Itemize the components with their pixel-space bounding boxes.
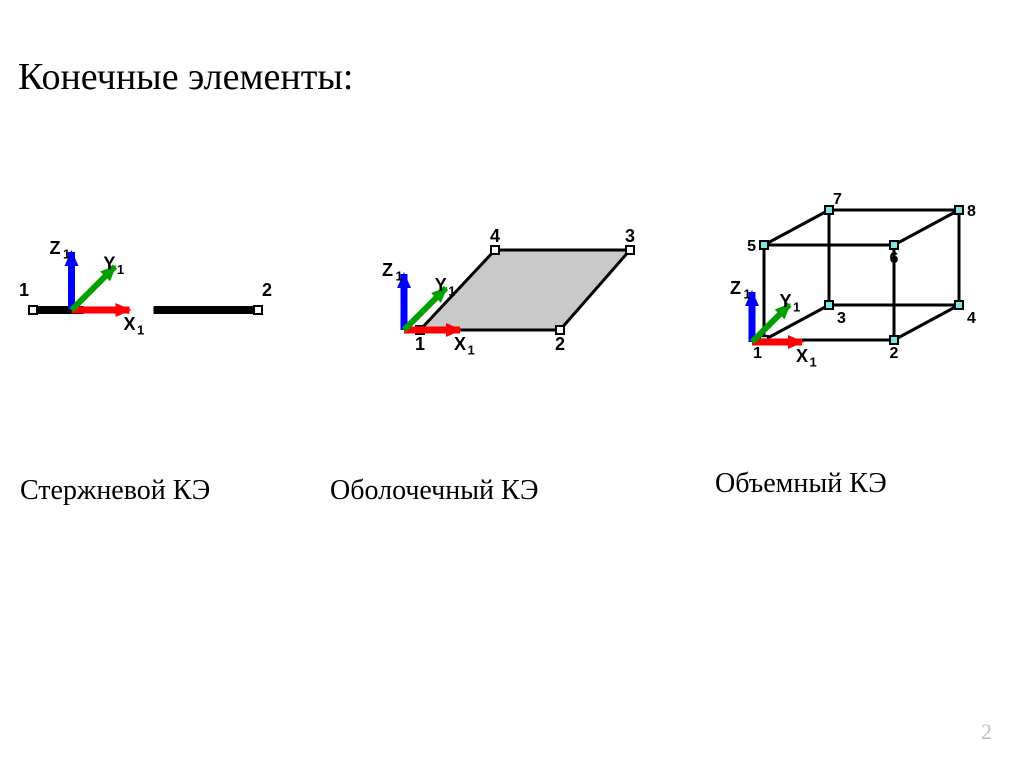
svg-text:5: 5 (747, 238, 756, 255)
svg-text:X: X (124, 314, 136, 334)
svg-text:1: 1 (415, 334, 425, 354)
svg-text:7: 7 (833, 191, 842, 208)
page-number: 2 (981, 719, 992, 745)
svg-text:X: X (454, 334, 466, 354)
svg-text:Y: Y (780, 291, 792, 311)
svg-text:4: 4 (490, 226, 500, 246)
svg-text:3: 3 (625, 226, 635, 246)
svg-text:1: 1 (810, 355, 817, 370)
svg-text:1: 1 (753, 345, 762, 362)
svg-text:Z: Z (382, 260, 393, 280)
svg-text:1: 1 (63, 247, 70, 262)
solid-caption: Объемный КЭ (715, 468, 887, 500)
svg-text:2: 2 (555, 334, 565, 354)
svg-text:1: 1 (137, 323, 144, 338)
beam-diagram: X1Z1Y112 (8, 190, 288, 360)
svg-text:1: 1 (396, 269, 403, 284)
svg-text:1: 1 (117, 262, 124, 277)
svg-text:6: 6 (890, 250, 899, 267)
svg-text:8: 8 (967, 203, 976, 220)
page-title: Конечные элементы: (18, 55, 353, 99)
svg-text:Z: Z (730, 278, 741, 298)
svg-text:1: 1 (19, 280, 29, 300)
svg-text:2: 2 (890, 345, 899, 362)
beam-caption: Стержневой КЭ (20, 475, 210, 507)
svg-text:1: 1 (468, 343, 475, 358)
svg-text:X: X (796, 346, 808, 366)
svg-text:1: 1 (448, 283, 455, 298)
svg-text:4: 4 (967, 310, 976, 327)
svg-text:Y: Y (103, 253, 115, 273)
svg-text:2: 2 (262, 280, 272, 300)
page: Конечные элементы: X1Z1Y112 1234X1Z1Y1 1… (0, 0, 1024, 767)
svg-text:Y: Y (435, 275, 447, 295)
svg-text:3: 3 (837, 310, 846, 327)
solid-diagram: 12345678X1Z1Y1 (704, 190, 994, 370)
shell-caption: Оболочечный КЭ (330, 475, 539, 507)
diagram-row: X1Z1Y112 1234X1Z1Y1 12345678X1Z1Y1 (0, 190, 1024, 390)
shell-diagram: 1234X1Z1Y1 (330, 190, 660, 360)
svg-text:1: 1 (744, 287, 751, 302)
svg-text:Z: Z (50, 238, 61, 258)
svg-text:1: 1 (793, 300, 800, 315)
